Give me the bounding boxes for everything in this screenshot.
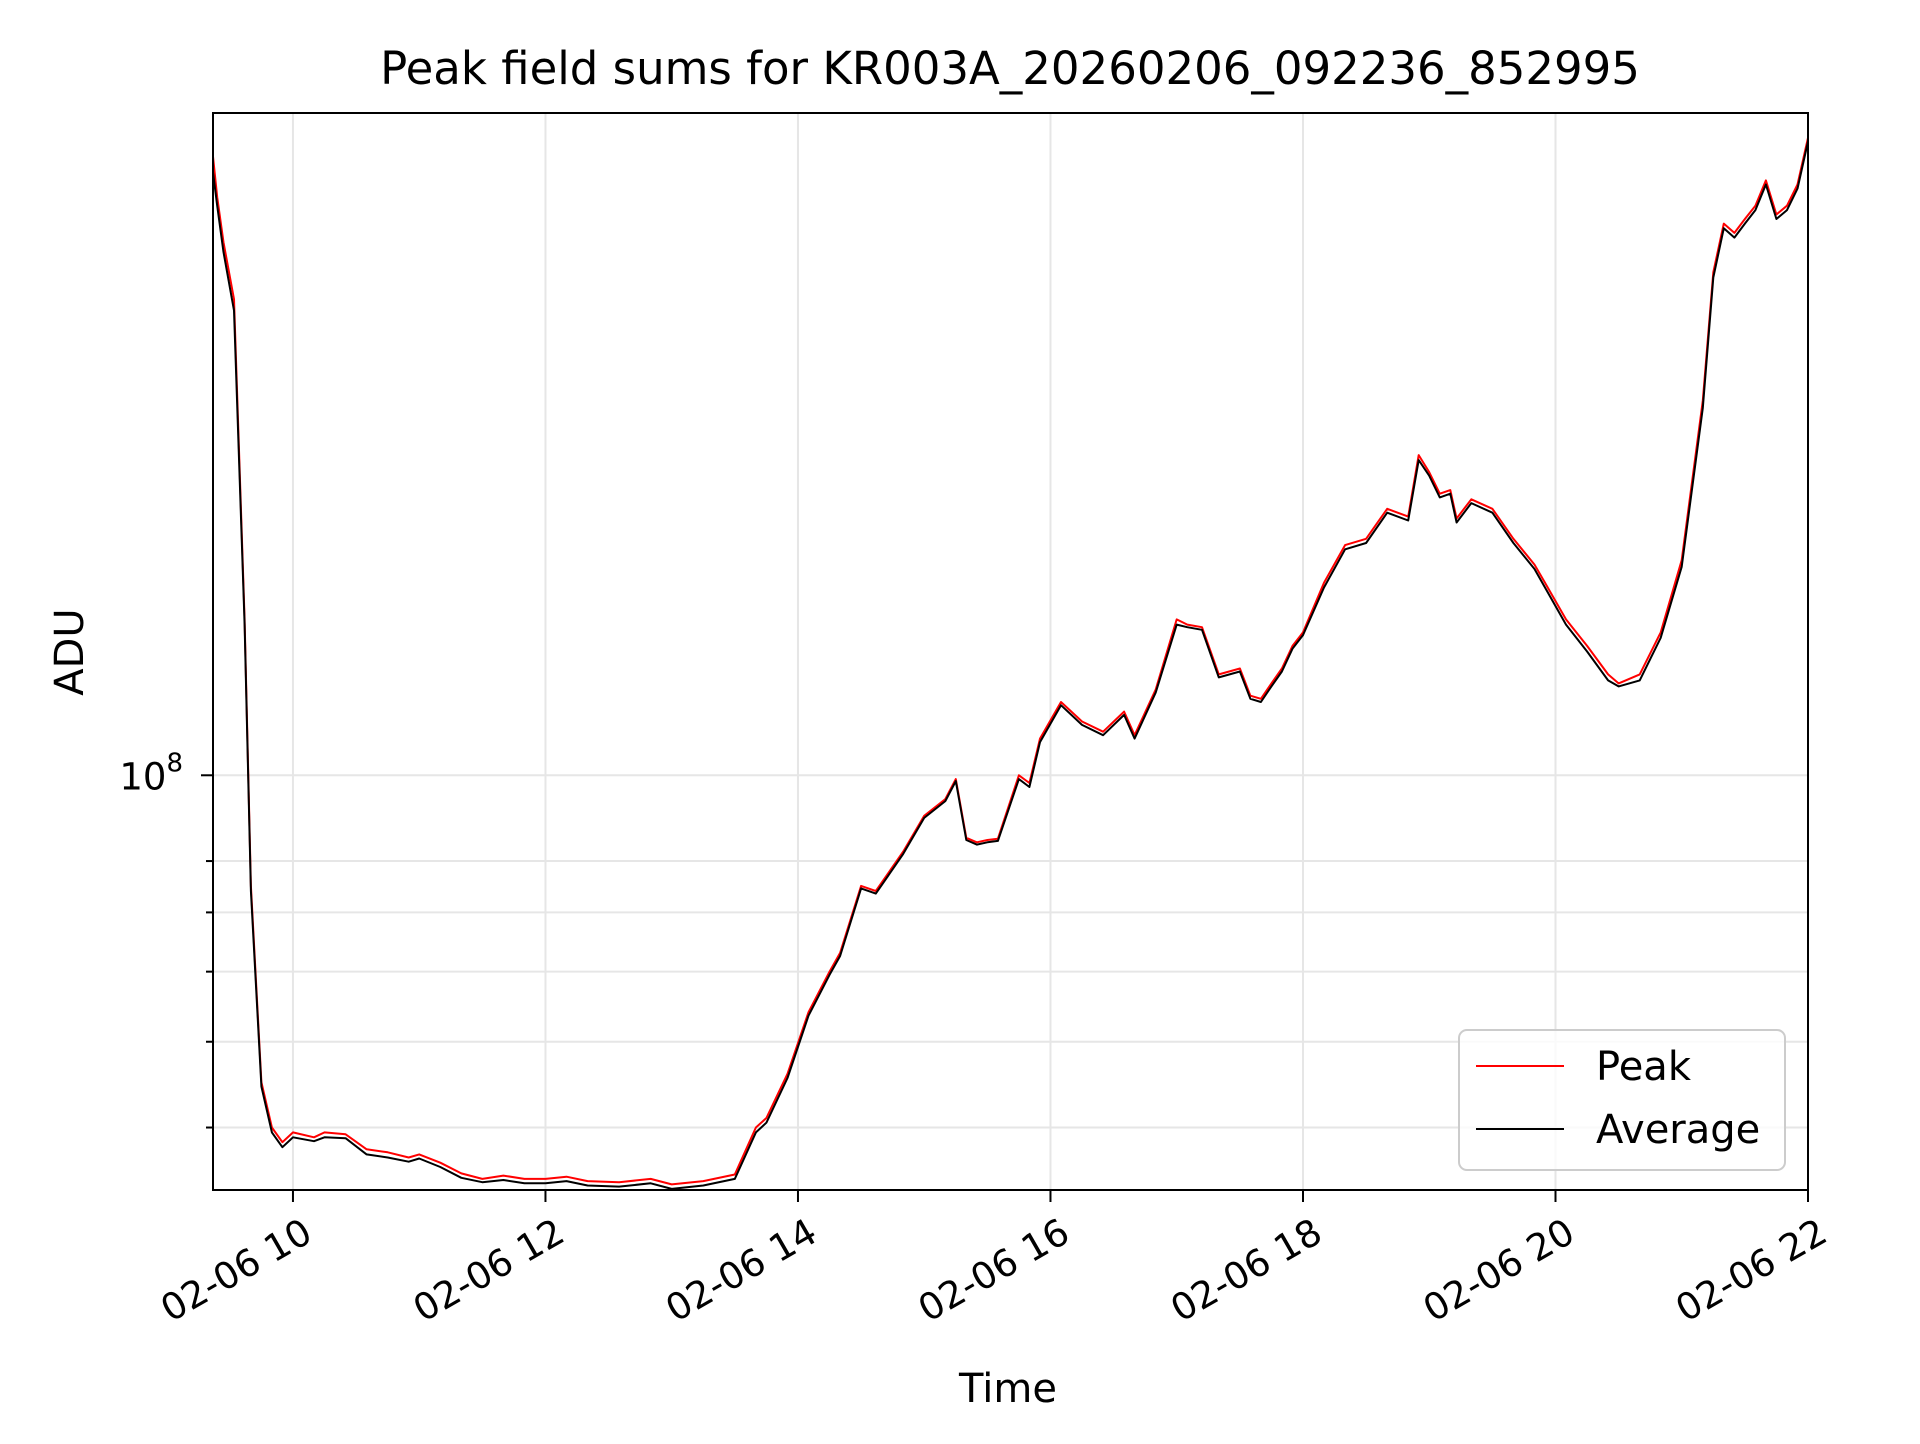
series-lines xyxy=(212,137,1809,1190)
grid-lines xyxy=(213,113,1809,1190)
y-tick-label: 108 xyxy=(119,748,183,798)
plot-area-frame xyxy=(212,112,1809,1191)
legend-label-peak: Peak xyxy=(1596,1044,1692,1090)
legend: Peak Average xyxy=(1458,1029,1786,1171)
chart-title: Peak field sums for KR003A_20260206_0922… xyxy=(380,42,1640,95)
y-axis-label: ADU xyxy=(47,608,93,695)
legend-label-average: Average xyxy=(1596,1107,1760,1153)
series-line-average xyxy=(212,141,1809,1190)
series-line-peak xyxy=(212,137,1809,1186)
x-axis-label: Time xyxy=(958,1366,1057,1412)
